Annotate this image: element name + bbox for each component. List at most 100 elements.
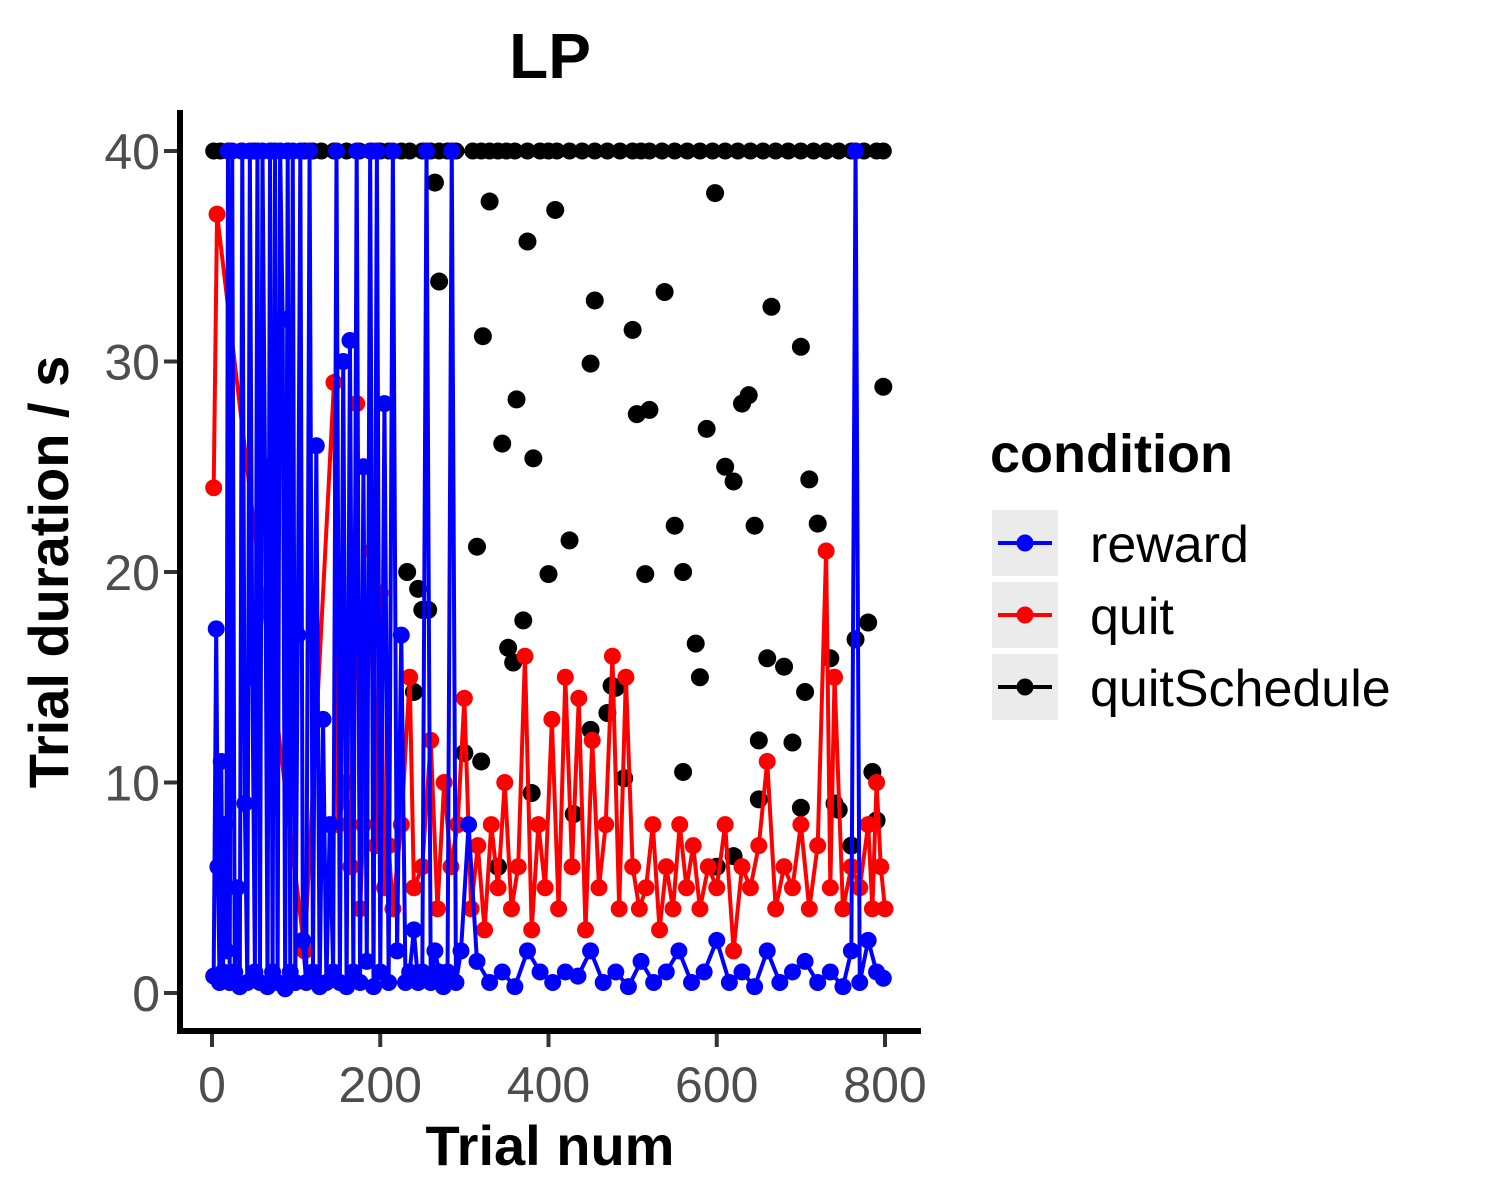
data-point-reward: [821, 963, 839, 981]
data-point-quit: [758, 752, 776, 770]
data-point-quitSchedule: [514, 611, 533, 630]
data-point-quit: [821, 879, 839, 897]
data-point-quitSchedule: [425, 173, 444, 192]
data-point-reward: [348, 142, 366, 160]
data-point-reward: [274, 310, 292, 328]
data-point-quit: [529, 816, 547, 834]
data-point-reward: [358, 952, 376, 970]
data-point-quitSchedule: [706, 184, 725, 203]
y-tick-label: 10: [104, 756, 160, 812]
data-point-reward: [746, 978, 764, 996]
y-tick-label: 30: [104, 335, 160, 391]
data-point-quitSchedule: [758, 649, 777, 668]
legend: condition reward quit quitSchedule: [990, 424, 1391, 720]
data-point-reward: [334, 353, 352, 370]
x-axis-title: Trial num: [426, 1114, 675, 1177]
data-point-quitSchedule: [636, 565, 655, 584]
data-point-quit: [401, 668, 419, 686]
data-point-quit: [617, 668, 635, 686]
data-point-quitSchedule: [874, 377, 893, 396]
data-point-quit: [750, 837, 768, 855]
data-point-reward: [426, 942, 444, 960]
data-point-quit: [496, 774, 514, 791]
data-point-quit: [556, 668, 574, 686]
y-tick-label: 20: [104, 545, 160, 601]
x-tick-label: 400: [507, 1057, 590, 1113]
x-tick-label: 0: [198, 1057, 226, 1113]
data-point-quit: [563, 858, 581, 876]
data-point-quit: [872, 858, 890, 876]
data-point-quitSchedule: [791, 337, 810, 356]
data-point-reward: [314, 710, 332, 728]
legend-entry-quitSchedule: quitSchedule: [992, 654, 1391, 720]
data-point-quitSchedule: [674, 563, 693, 581]
legend-key-point: [1016, 606, 1034, 624]
data-point-quit: [469, 837, 487, 855]
data-point-quitSchedule: [739, 386, 758, 405]
data-point-reward: [796, 952, 814, 970]
data-point-quit: [208, 205, 226, 223]
data-point-reward: [243, 668, 261, 686]
data-point-quitSchedule: [467, 537, 486, 556]
data-point-reward: [351, 973, 369, 991]
legend-title: condition: [990, 424, 1233, 484]
data-point-quitSchedule: [779, 142, 797, 160]
data-point-quitSchedule: [640, 142, 658, 160]
data-point-quit: [657, 858, 675, 876]
data-point-quit: [603, 647, 621, 665]
data-point-quit: [699, 858, 717, 876]
data-point-reward: [493, 963, 511, 981]
data-point-reward: [375, 395, 393, 413]
data-point-quit: [624, 858, 642, 876]
data-point-quit: [817, 542, 835, 560]
y-tick-label: 40: [104, 124, 160, 180]
data-point-quit: [733, 858, 751, 876]
data-point-quit: [863, 900, 881, 918]
data-point-quit: [570, 689, 588, 707]
legend-label: quit: [1090, 588, 1174, 646]
data-point-reward: [217, 942, 235, 960]
data-point-quitSchedule: [586, 142, 604, 160]
data-point-quitSchedule: [674, 762, 693, 781]
data-point-quitSchedule: [640, 400, 659, 419]
data-point-quit: [577, 921, 595, 939]
data-point-quitSchedule: [623, 320, 642, 339]
data-point-quit: [543, 710, 561, 728]
data-point-quit: [868, 774, 886, 791]
data-point-quit: [509, 858, 527, 876]
data-point-quit: [767, 900, 785, 918]
data-point-quit: [677, 879, 695, 897]
data-point-quitSchedule: [493, 434, 512, 453]
data-point-quit: [536, 879, 554, 897]
data-point-quitSchedule: [741, 142, 759, 160]
data-point-reward: [670, 942, 688, 960]
plot-area: [205, 142, 894, 998]
data-point-quitSchedule: [874, 142, 892, 160]
data-point-reward: [809, 973, 827, 991]
data-point-quitSchedule: [312, 142, 330, 160]
data-point-quitSchedule: [539, 565, 558, 584]
x-axis-ticks: 0 200 400 600 800: [198, 1034, 927, 1113]
data-point-reward: [301, 142, 319, 160]
data-point-reward: [531, 963, 549, 981]
data-point-quit: [644, 816, 662, 834]
data-point-reward: [228, 879, 246, 897]
data-point-reward: [226, 963, 244, 981]
chart-title: LP: [509, 20, 591, 92]
data-point-quit: [775, 858, 793, 876]
data-point-reward: [842, 942, 860, 960]
data-point-quitSchedule: [830, 142, 848, 160]
data-point-quitSchedule: [401, 142, 419, 160]
data-point-reward: [338, 978, 356, 996]
legend-entry-reward: reward: [992, 510, 1249, 576]
data-point-quitSchedule: [611, 142, 629, 160]
data-point-quitSchedule: [716, 457, 735, 476]
data-point-reward: [460, 816, 478, 834]
data-point-reward: [365, 978, 383, 996]
data-point-quit: [516, 647, 534, 665]
data-point-quitSchedule: [518, 232, 537, 251]
data-point-quit: [708, 879, 726, 897]
x-tick-label: 800: [843, 1057, 926, 1113]
data-point-reward: [720, 973, 738, 991]
data-point-quit: [859, 816, 877, 834]
